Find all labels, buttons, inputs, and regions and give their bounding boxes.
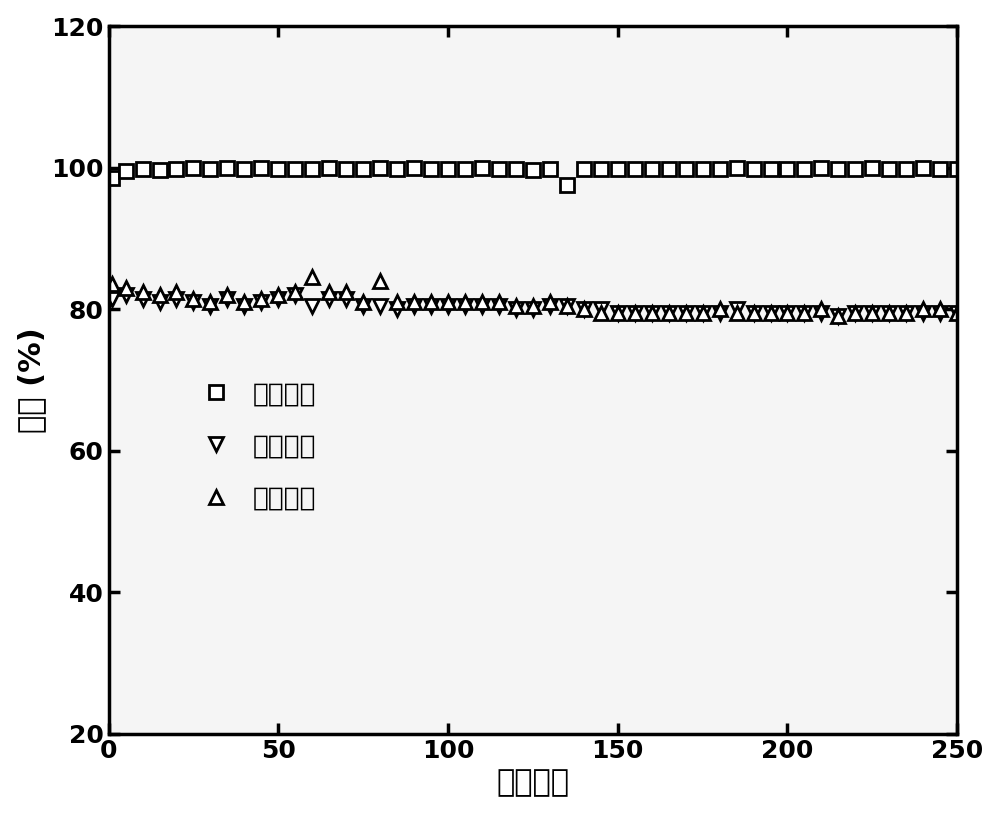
能量效率: [934, 304, 946, 314]
Line: 能量效率: 能量效率: [105, 270, 964, 323]
能量效率: [951, 308, 963, 317]
库伦效率: [374, 164, 386, 173]
电压效率: [731, 304, 743, 314]
X-axis label: 循环次数: 循环次数: [496, 768, 569, 798]
能量效率: [289, 287, 301, 296]
电压效率: [106, 294, 118, 304]
库伦效率: [391, 164, 403, 174]
电压效率: [120, 291, 132, 300]
库伦效率: [306, 164, 318, 174]
库伦效率: [934, 164, 946, 174]
电压效率: [951, 308, 963, 317]
能量效率: [306, 273, 318, 282]
库伦效率: [561, 181, 573, 190]
电压效率: [374, 301, 386, 311]
Y-axis label: 效率 (%): 效率 (%): [17, 327, 46, 433]
库伦效率: [106, 173, 118, 183]
库伦效率: [951, 164, 963, 174]
能量效率: [731, 308, 743, 317]
能量效率: [374, 276, 386, 286]
Line: 电压效率: 电压效率: [105, 288, 964, 323]
电压效率: [306, 301, 318, 311]
Line: 库伦效率: 库伦效率: [105, 161, 964, 192]
库伦效率: [187, 164, 199, 173]
能量效率: [832, 312, 844, 322]
电压效率: [680, 308, 692, 317]
库伦效率: [748, 164, 760, 174]
电压效率: [832, 312, 844, 322]
能量效率: [391, 297, 403, 307]
电压效率: [391, 304, 403, 314]
电压效率: [934, 308, 946, 317]
能量效率: [106, 280, 118, 290]
能量效率: [680, 308, 692, 317]
Legend: 库伦效率, 电压效率, 能量效率: 库伦效率, 电压效率, 能量效率: [190, 370, 327, 523]
库伦效率: [697, 164, 709, 174]
